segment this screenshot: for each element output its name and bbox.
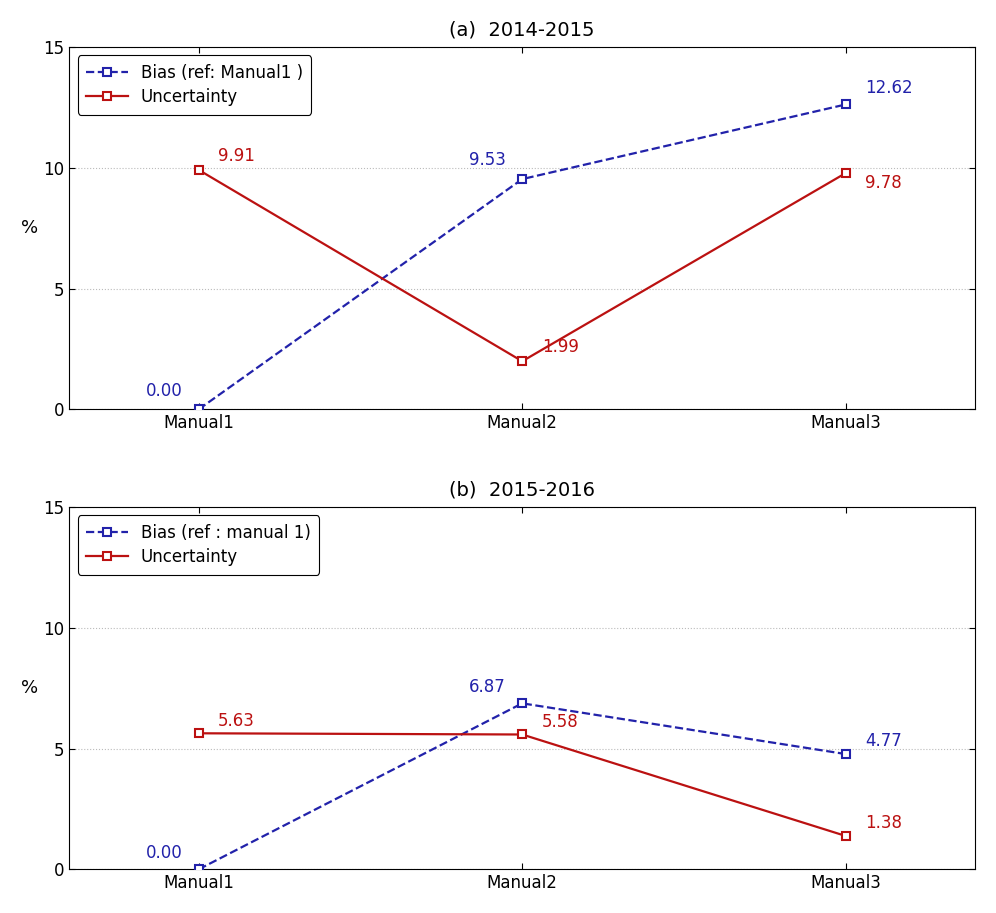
Legend: Bias (ref : manual 1), Uncertainty: Bias (ref : manual 1), Uncertainty [78,515,319,574]
Bias (ref: Manual1 ): (1, 9.53): Manual1 ): (1, 9.53) [516,173,528,184]
Text: 5.58: 5.58 [542,713,579,731]
Bias (ref: Manual1 ): (0, 0): Manual1 ): (0, 0) [192,404,204,415]
Uncertainty [516,729,528,740]
Line: Bias (ref: Manual1 ): Bias (ref: Manual1 ) [194,100,850,414]
Y-axis label: %: % [21,679,38,698]
Text: 0.00: 0.00 [145,382,182,400]
Uncertainty [192,728,204,739]
Text: 9.91: 9.91 [218,147,255,165]
Line: Uncertainty: Uncertainty [194,729,850,840]
Text: 1.38: 1.38 [866,814,902,833]
Text: 1.99: 1.99 [542,339,579,356]
Bias (ref : manual 1): (2, 4.77): manual 1): (2, 4.77) [840,749,852,760]
Text: 12.62: 12.62 [866,79,912,97]
Text: 5.63: 5.63 [218,711,255,729]
Uncertainty [840,168,852,179]
Line: Bias (ref : manual 1): Bias (ref : manual 1) [194,699,850,874]
Text: 0.00: 0.00 [145,844,182,862]
Line: Uncertainty: Uncertainty [194,166,850,365]
Uncertainty [192,164,204,175]
Text: 6.87: 6.87 [469,678,506,696]
Y-axis label: %: % [21,219,38,237]
Uncertainty [840,831,852,842]
Text: 9.78: 9.78 [866,174,902,193]
Bias (ref : manual 1): (1, 6.87): manual 1): (1, 6.87) [516,698,528,708]
Legend: Bias (ref: Manual1 ), Uncertainty: Bias (ref: Manual1 ), Uncertainty [78,56,312,115]
Text: 9.53: 9.53 [469,152,506,170]
Bias (ref: Manual1 ): (2, 12.6): Manual1 ): (2, 12.6) [840,99,852,110]
Title: (a)  2014-2015: (a) 2014-2015 [449,21,595,40]
Title: (b)  2015-2016: (b) 2015-2016 [449,481,596,499]
Uncertainty [516,356,528,367]
Bias (ref : manual 1): (0, 0): manual 1): (0, 0) [192,864,204,875]
Text: 4.77: 4.77 [866,732,902,750]
